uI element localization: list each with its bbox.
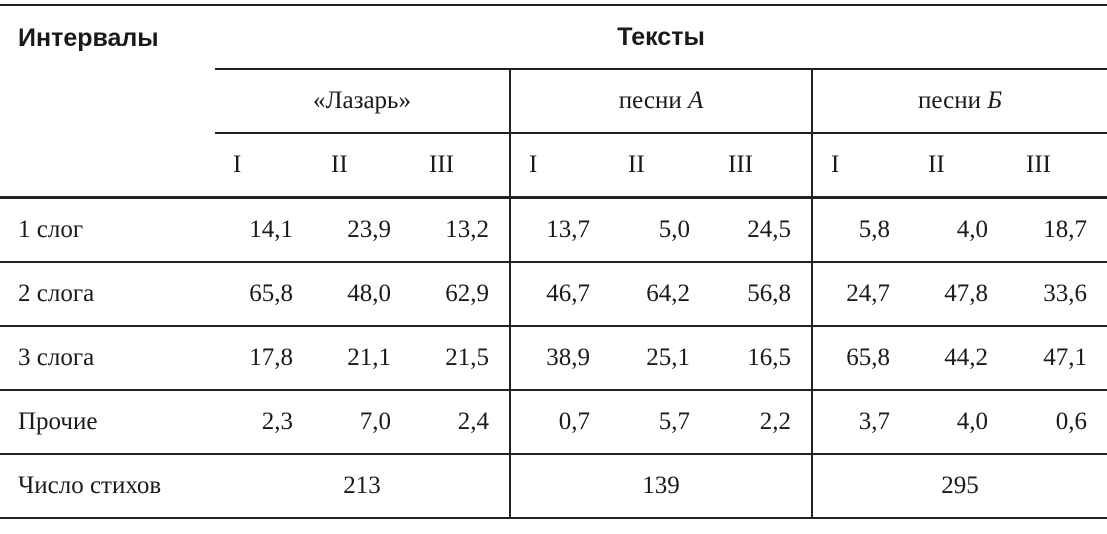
cell: 62,9 — [411, 261, 510, 326]
total-cell: 139 — [509, 453, 812, 519]
cell: 4,0 — [910, 196, 1008, 262]
cell: 5,8 — [811, 196, 910, 262]
cell: 3,7 — [811, 389, 910, 454]
subcolumn-header: II — [928, 151, 945, 178]
cell: 47,1 — [1008, 325, 1107, 390]
data-row: 3 слога 17,8 21,1 21,5 38,9 25,1 16,5 65,8 44,2 4… — [0, 325, 1107, 390]
span-header: Тексты — [215, 4, 1107, 70]
cell: 5,0 — [610, 196, 710, 262]
cell: 24,7 — [811, 261, 910, 326]
subcolumn-header: II — [331, 151, 348, 178]
cell: 17,8 — [215, 325, 313, 390]
total-row: Число стихов 213 139 295 — [0, 453, 1107, 519]
data-row: Прочие 2,3 7,0 2,4 0,7 5,7 2,2 3,7 4,0 0,6 — [0, 389, 1107, 454]
cell: 48,0 — [313, 261, 411, 326]
cell: 65,8 — [811, 325, 910, 390]
data-row: 1 слог 14,1 23,9 13,2 13,7 5,0 24,5 5,8 4,0 18,7 — [0, 196, 1107, 262]
cell: 14,1 — [215, 196, 313, 262]
cell: 0,7 — [509, 389, 610, 454]
cell: 0,6 — [1008, 389, 1107, 454]
subcolumn-header: I — [811, 133, 910, 198]
row-label: 1 слог — [0, 196, 215, 262]
row-label: Прочие — [0, 389, 215, 454]
subcolumn-row: I II III I II III I II III — [0, 133, 1107, 198]
corner-header: Интервалы — [0, 4, 215, 198]
cell: 2,4 — [411, 389, 510, 454]
cell: 21,5 — [411, 325, 510, 390]
cell: 38,9 — [509, 325, 610, 390]
subcolumn-header: I — [509, 133, 610, 198]
cell: 7,0 — [313, 389, 411, 454]
cell: 47,8 — [910, 261, 1008, 326]
header-row: Интервалы Тексты — [0, 4, 1107, 198]
cell: 44,2 — [910, 325, 1008, 390]
cell: 56,8 — [710, 261, 812, 326]
group-header: песни Б — [810, 69, 1107, 134]
group-name: песни — [618, 87, 682, 114]
cell: 23,9 — [313, 196, 411, 262]
cell: 24,5 — [710, 196, 812, 262]
row-label: Число стихов — [0, 453, 215, 519]
cell: 64,2 — [610, 261, 710, 326]
cell: 13,7 — [509, 196, 610, 262]
group-letter: А — [687, 87, 704, 114]
group-letter: Б — [987, 87, 1002, 114]
total-cell: 213 — [215, 453, 510, 519]
subcolumn-header: I — [233, 151, 242, 178]
cell: 13,2 — [411, 196, 510, 262]
cell: 33,6 — [1008, 261, 1107, 326]
group-header: песни А — [509, 69, 812, 134]
cell: 2,2 — [710, 389, 812, 454]
group-name: «Лазарь» — [313, 87, 411, 114]
row-label: 2 слога — [0, 261, 215, 326]
subcolumn-header: III — [1026, 151, 1051, 178]
cell: 65,8 — [215, 261, 313, 326]
data-row: 2 слога 65,8 48,0 62,9 46,7 64,2 56,8 24,7 47,8 3… — [0, 261, 1107, 326]
total-cell: 295 — [810, 453, 1107, 519]
group-header: «Лазарь» — [215, 69, 510, 134]
subcolumn-header: III — [429, 151, 454, 178]
group-name: песни — [918, 87, 981, 114]
cell: 4,0 — [910, 389, 1008, 454]
row-label: 3 слога — [0, 325, 215, 390]
subcolumn-header: III — [728, 151, 753, 178]
cell: 5,7 — [610, 389, 710, 454]
cell: 2,3 — [215, 389, 313, 454]
cell: 46,7 — [509, 261, 610, 326]
subcolumn-header: II — [628, 151, 645, 178]
cell: 16,5 — [710, 325, 812, 390]
cell: 25,1 — [610, 325, 710, 390]
cell: 18,7 — [1008, 196, 1107, 262]
cell: 21,1 — [313, 325, 411, 390]
